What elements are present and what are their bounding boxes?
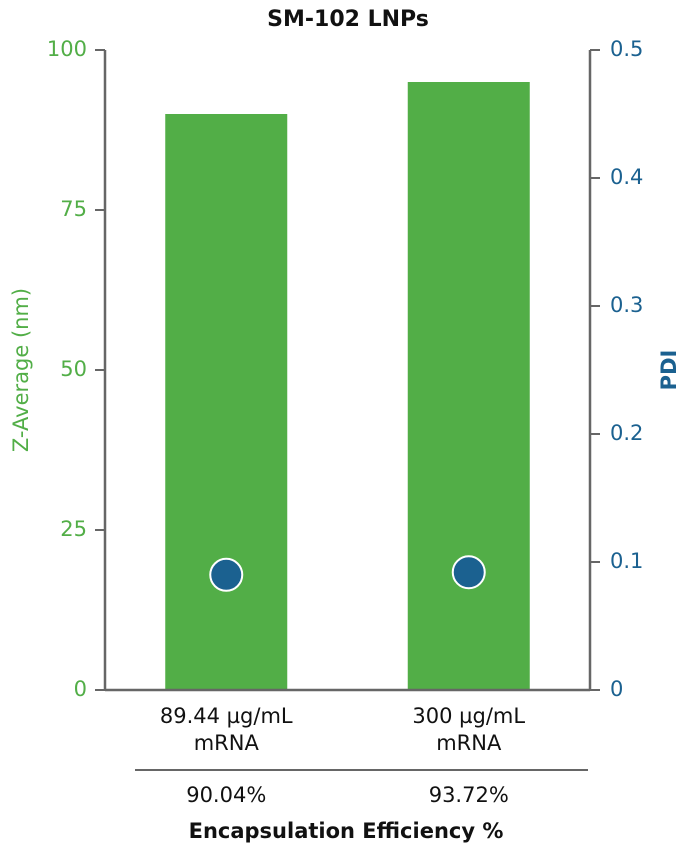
x-tick-label: 300 µg/mL: [412, 704, 525, 728]
y2-axis-label: PDI: [657, 350, 681, 391]
y-tick-label: 25: [60, 517, 87, 541]
y-tick-label: 0: [74, 677, 87, 701]
pdi-point: [209, 557, 244, 592]
y2-tick-label: 0.4: [610, 165, 643, 189]
x-tick-label: mRNA: [436, 731, 502, 755]
bar: [165, 114, 288, 690]
pdi-point: [451, 555, 486, 590]
y2-tick-label: 0.1: [610, 549, 643, 573]
y-tick-label: 50: [60, 357, 87, 381]
encapsulation-title: Encapsulation Efficiency %: [189, 819, 504, 843]
y-axis-label: Z-Average (nm): [9, 288, 33, 452]
chart-title: SM-102 LNPs: [267, 7, 429, 32]
encapsulation-label: 90.04%: [186, 783, 266, 807]
x-tick-label: mRNA: [194, 731, 260, 755]
y-tick-label: 100: [47, 37, 87, 61]
encapsulation-label: 93.72%: [429, 783, 509, 807]
bar: [407, 82, 530, 690]
y2-tick-label: 0.2: [610, 421, 643, 445]
y2-tick-label: 0: [610, 677, 623, 701]
y-tick-label: 75: [60, 197, 87, 221]
y2-tick-label: 0.5: [610, 37, 643, 61]
y2-tick-label: 0.3: [610, 293, 643, 317]
x-tick-label: 89.44 µg/mL: [160, 704, 293, 728]
